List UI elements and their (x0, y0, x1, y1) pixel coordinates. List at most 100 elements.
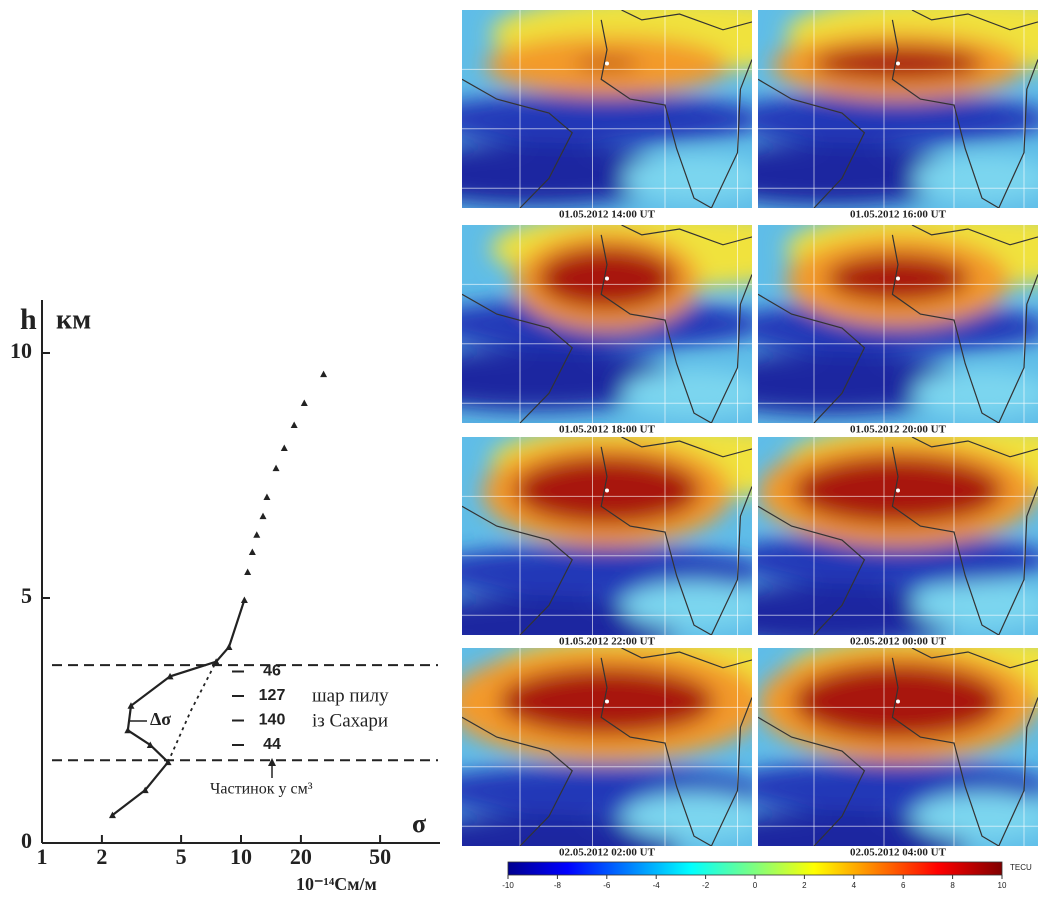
map-caption: 02.05.2012 04:00 UT (850, 847, 947, 859)
site-marker (896, 699, 900, 704)
map-caption: 01.05.2012 20:00 UT (850, 424, 947, 436)
data-point (300, 399, 308, 406)
map-caption: 02.05.2012 02:00 UT (559, 847, 656, 859)
coastline (621, 648, 752, 669)
x-tick-label: 20 (290, 844, 312, 869)
coastline (621, 437, 752, 458)
tec-map (462, 437, 752, 635)
field-blob (758, 534, 1038, 586)
tec-map (758, 10, 1038, 208)
map-caption: 01.05.2012 22:00 UT (559, 636, 656, 648)
coastline (462, 505, 573, 635)
colorbar-tick-label: 8 (950, 881, 955, 890)
particle-label: Частинок у см³ (210, 781, 313, 798)
colorbar-tick-label: 10 (998, 881, 1007, 890)
particle-count: 44 (263, 736, 281, 753)
site-marker (605, 488, 609, 493)
colorbar-tick-label: -10 (502, 881, 514, 890)
tec-map (758, 225, 1038, 423)
site-marker (896, 488, 900, 493)
x-tick-label: 10 (230, 844, 252, 869)
colorbar-tick-label: -4 (653, 881, 661, 890)
particle-count: 140 (259, 712, 286, 729)
coastline (621, 225, 752, 246)
data-point (127, 702, 135, 709)
coastline (758, 78, 866, 208)
map-field (758, 437, 1038, 635)
colorbar-tick-label: 6 (901, 881, 906, 890)
map-field (758, 10, 1038, 207)
map-caption: 01.05.2012 16:00 UT (850, 209, 947, 221)
data-point (166, 672, 174, 680)
tec-map (758, 648, 1038, 846)
site-marker (605, 699, 609, 704)
y-axis-label: h (20, 303, 37, 336)
delta-label: Δσ (150, 709, 171, 729)
colorbar-tick-label: 2 (802, 881, 807, 890)
profile-line (111, 599, 246, 816)
colorbar-tick-label: 4 (852, 881, 857, 890)
field-blob (758, 93, 1038, 145)
data-point (244, 568, 252, 576)
coastline (911, 10, 1038, 31)
x-axis-unit: 10⁻¹⁴См/м (296, 874, 377, 894)
field-blob (462, 93, 752, 145)
map-caption: 01.05.2012 14:00 UT (559, 209, 656, 221)
x-tick-label: 5 (176, 844, 187, 869)
colorbar-tick-label: -6 (603, 881, 611, 890)
coastline (758, 716, 866, 846)
colorbar (507, 861, 1003, 876)
data-point (225, 643, 233, 650)
y-tick-label: 0 (21, 828, 32, 853)
coastline (758, 293, 866, 423)
field-blob (621, 792, 752, 841)
map-caption: 02.05.2012 00:00 UT (850, 636, 947, 648)
field-blob (621, 581, 752, 630)
y-tick-label: 10 (10, 338, 32, 363)
data-point (124, 726, 132, 734)
field-blob (462, 142, 680, 207)
coastline (462, 716, 573, 846)
colorbar-tick-label: 0 (753, 881, 758, 890)
x-axis-label: σ (412, 809, 426, 838)
field-blob (621, 154, 752, 203)
coastline (600, 234, 752, 423)
colorbar-tick-label: -2 (702, 881, 710, 890)
site-marker (896, 61, 900, 66)
tec-map (462, 648, 752, 846)
data-point (108, 811, 116, 819)
data-point (212, 658, 220, 665)
x-tick-label: 1 (37, 844, 48, 869)
data-point (248, 548, 256, 555)
coastline (462, 293, 573, 423)
tec-map (462, 225, 752, 423)
profile-line (167, 661, 217, 763)
site-marker (605, 61, 609, 66)
y-tick-label: 5 (21, 583, 32, 608)
data-point (280, 444, 288, 452)
arrow-head (268, 758, 276, 766)
coastline (600, 657, 752, 846)
coastline (891, 446, 1038, 635)
layer-label: із Сахари (312, 710, 388, 731)
data-point (263, 493, 271, 501)
map-field (758, 648, 1038, 846)
coastline (621, 10, 752, 31)
field-blob (758, 583, 968, 635)
colorbar-unit: TECU (1010, 863, 1032, 872)
tec-map (462, 10, 752, 208)
coastline (758, 505, 866, 635)
coastline (891, 657, 1038, 846)
field-blob (758, 142, 968, 207)
site-marker (605, 276, 609, 281)
coastline (462, 78, 573, 208)
layer-label: шар пилу (312, 685, 389, 706)
particle-count: 127 (259, 687, 286, 704)
particle-count: 46 (263, 663, 281, 680)
colorbar-tick-label: -8 (554, 881, 562, 890)
coastline (600, 446, 752, 635)
coastline (911, 437, 1038, 458)
y-axis-unit: км (56, 304, 91, 335)
coastline (600, 19, 752, 208)
data-point (272, 464, 280, 472)
